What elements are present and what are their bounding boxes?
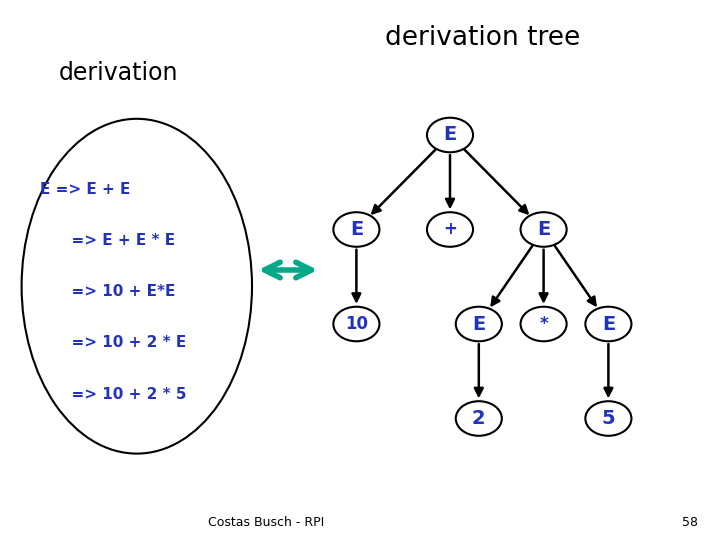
Text: derivation: derivation xyxy=(59,61,179,85)
Text: => 10 + 2 * E: => 10 + 2 * E xyxy=(40,335,186,350)
Text: E: E xyxy=(602,314,615,334)
Circle shape xyxy=(585,401,631,436)
Circle shape xyxy=(427,118,473,152)
Text: E: E xyxy=(350,220,363,239)
Text: derivation tree: derivation tree xyxy=(384,25,580,51)
Circle shape xyxy=(585,307,631,341)
Circle shape xyxy=(521,307,567,341)
Text: 5: 5 xyxy=(602,409,615,428)
Text: E: E xyxy=(537,220,550,239)
Text: E => E + E: E => E + E xyxy=(40,181,130,197)
Text: 10: 10 xyxy=(345,315,368,333)
Text: E: E xyxy=(472,314,485,334)
Text: 2: 2 xyxy=(472,409,485,428)
Circle shape xyxy=(456,401,502,436)
Text: => E + E * E: => E + E * E xyxy=(40,233,175,248)
Text: => 10 + 2 * 5: => 10 + 2 * 5 xyxy=(40,387,186,402)
Text: E: E xyxy=(444,125,456,145)
Circle shape xyxy=(333,307,379,341)
Text: 58: 58 xyxy=(683,516,698,529)
Text: *: * xyxy=(539,315,548,333)
Text: +: + xyxy=(443,220,457,239)
Circle shape xyxy=(456,307,502,341)
Circle shape xyxy=(521,212,567,247)
Text: => 10 + E*E: => 10 + E*E xyxy=(40,284,175,299)
Text: Costas Busch - RPI: Costas Busch - RPI xyxy=(208,516,325,529)
Circle shape xyxy=(333,212,379,247)
Circle shape xyxy=(427,212,473,247)
